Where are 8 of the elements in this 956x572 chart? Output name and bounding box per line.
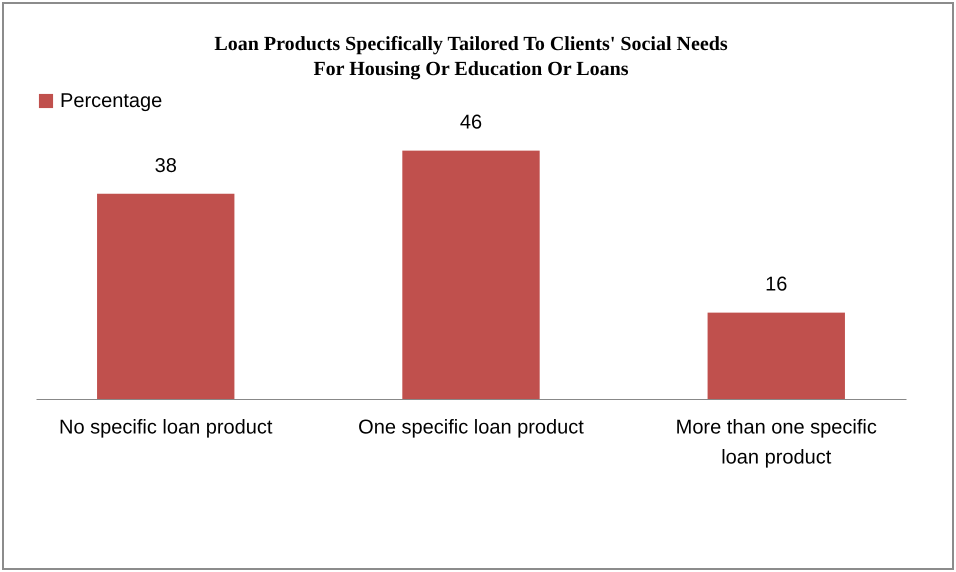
x-tick-label: One specific loan product	[358, 416, 584, 438]
legend-label: Percentage	[60, 90, 162, 112]
data-label: 46	[460, 112, 482, 134]
x-tick-label: More than one specific loan product	[676, 416, 877, 468]
x-tick-label: No specific loan product	[59, 416, 273, 438]
data-label: 16	[765, 274, 788, 296]
chart-title: Loan Products Specifically Tailored To Clients' Social Needs For Housing Or Education Or Loans	[214, 33, 728, 80]
data-label: 38	[154, 154, 177, 177]
